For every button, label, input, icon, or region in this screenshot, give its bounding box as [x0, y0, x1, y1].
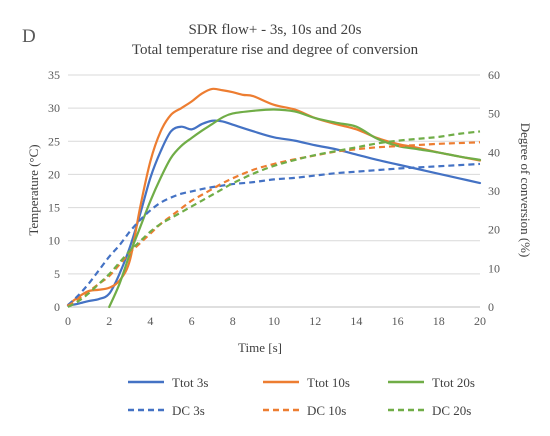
y2-tick-label-50: 50 [488, 107, 500, 121]
legend-label-ttot-20s: Ttot 20s [432, 375, 475, 390]
y-tick-label-10: 10 [48, 234, 60, 248]
series-line-dc-20s [67, 130, 481, 308]
series-lines [66, 87, 482, 309]
series-line-ttot-10s [66, 87, 482, 307]
x-tick-label-4: 4 [147, 314, 153, 328]
y-tick-label-5: 5 [54, 267, 60, 281]
x-tick-label-12: 12 [309, 314, 321, 328]
y2-tick-label-20: 20 [488, 223, 500, 237]
y-tick-label-25: 25 [48, 134, 60, 148]
x-axis-ticks: 0 2 4 6 8 10 12 14 16 18 20 [65, 314, 486, 328]
x-tick-label-8: 8 [230, 314, 236, 328]
legend-label-dc-10s: DC 10s [307, 403, 346, 418]
y-axis-label: Temperature (°C) [26, 144, 41, 235]
x-tick-label-10: 10 [268, 314, 280, 328]
x-tick-label-16: 16 [392, 314, 404, 328]
y2-tick-label-60: 60 [488, 68, 500, 82]
y-tick-label-0: 0 [54, 300, 60, 314]
series-line-dc-3s [67, 162, 481, 306]
y2-tick-label-30: 30 [488, 184, 500, 198]
y2-tick-label-10: 10 [488, 261, 500, 275]
y-tick-label-20: 20 [48, 167, 60, 181]
y2-tick-label-40: 40 [488, 145, 500, 159]
y-axis-ticks: 0 5 10 15 20 25 30 35 [48, 68, 60, 314]
y2-tick-label-0: 0 [488, 300, 494, 314]
legend-label-dc-20s: DC 20s [432, 403, 471, 418]
legend-label-dc-3s: DC 3s [172, 403, 205, 418]
y-tick-label-30: 30 [48, 101, 60, 115]
legend-label-ttot-3s: Ttot 3s [172, 375, 208, 390]
gridlines [68, 74, 480, 308]
series-line-ttot-20s [108, 108, 482, 309]
legend-label-ttot-10s: Ttot 10s [307, 375, 350, 390]
x-tick-label-20: 20 [474, 314, 486, 328]
y-tick-label-15: 15 [48, 201, 60, 215]
chart-title: SDR flow+ - 3s, 10s and 20s [188, 22, 361, 38]
chart-subtitle: Total temperature rise and degree of con… [132, 42, 419, 58]
y2-axis-ticks: 0 10 20 30 40 50 60 [488, 68, 500, 314]
y-tick-label-35: 35 [48, 68, 60, 82]
x-tick-label-14: 14 [350, 314, 362, 328]
x-tick-label-2: 2 [106, 314, 112, 328]
x-axis-label: Time [s] [238, 340, 282, 355]
x-tick-label-6: 6 [189, 314, 195, 328]
legend: Ttot 3s Ttot 10s Ttot 20s DC 3s DC 10s DC 20s [128, 375, 475, 418]
y2-axis-label: Degree of conversion (%) [518, 123, 533, 258]
x-tick-label-18: 18 [433, 314, 445, 328]
x-tick-label-0: 0 [65, 314, 71, 328]
series-line-dc-10s [67, 141, 481, 307]
panel-letter: D [22, 26, 36, 47]
series-line-ttot-3s [66, 119, 482, 307]
